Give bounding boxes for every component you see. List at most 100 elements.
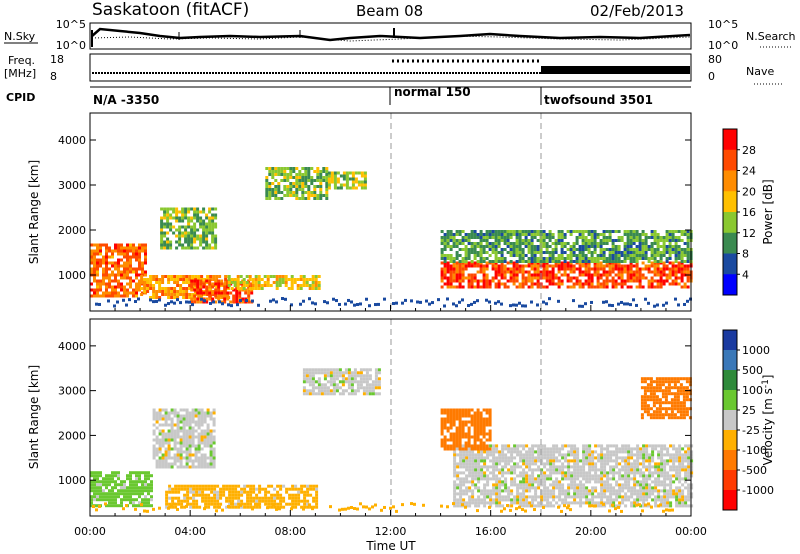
power-cell [650, 245, 654, 248]
power-cell [512, 245, 516, 248]
velocity-cell [152, 447, 156, 451]
power-cell [509, 242, 513, 245]
power-cell [473, 242, 477, 245]
velocity-cell [546, 468, 550, 472]
power-cell [464, 260, 468, 263]
power-cell [494, 233, 498, 236]
velocity-cell [344, 380, 348, 384]
power-cell [188, 278, 192, 281]
velocity-cell [576, 483, 580, 487]
velocity-cell [291, 505, 295, 509]
velocity-cell [570, 501, 574, 505]
velocity-cell [672, 462, 676, 466]
power-cell [458, 270, 462, 274]
power-cell [542, 300, 545, 304]
velocity-cell [531, 501, 535, 505]
velocity-cell [612, 474, 616, 478]
velocity-cell [486, 474, 490, 478]
power-cell [187, 216, 191, 220]
velocity-cell [102, 492, 105, 496]
power-cell [333, 183, 337, 187]
power-cell [175, 210, 179, 214]
velocity-cell [179, 444, 183, 448]
velocity-cell [258, 499, 262, 503]
power-cell [295, 197, 299, 200]
power-cell [93, 249, 96, 253]
power-cell [557, 299, 560, 303]
velocity-cell [182, 432, 186, 436]
power-cell [330, 177, 334, 181]
power-cell [629, 273, 633, 277]
velocity-cell [158, 423, 162, 427]
power-cell [193, 234, 197, 238]
power-cell [319, 185, 323, 188]
power-cell [602, 230, 606, 233]
velocity-cell [170, 408, 174, 412]
velocity-cell [648, 465, 652, 469]
velocity-cell [155, 447, 159, 451]
velocity-cell [203, 414, 207, 418]
power-cell [674, 279, 678, 283]
power-cell [545, 267, 549, 271]
velocity-cell [477, 477, 481, 481]
velocity-cell [471, 465, 475, 469]
power-cell [515, 270, 519, 274]
velocity-cell [636, 495, 640, 499]
velocity-cell [492, 450, 496, 454]
power-cell [187, 225, 191, 229]
velocity-cell [176, 414, 180, 418]
velocity-cell [636, 453, 640, 457]
velocity-cell [642, 459, 646, 463]
velocity-cell [446, 429, 450, 433]
power-cell [111, 249, 114, 253]
velocity-cell [249, 484, 253, 488]
velocity-cell [458, 411, 462, 415]
power-cell [581, 233, 585, 236]
velocity-cell [594, 468, 598, 472]
power-cell [566, 276, 570, 280]
velocity-cell [642, 462, 646, 466]
velocity-cell [567, 495, 571, 499]
power-cell [178, 225, 182, 229]
velocity-cell [678, 486, 682, 490]
velocity-cell [158, 444, 162, 448]
velocity-cell [206, 429, 210, 433]
power-cell [572, 251, 576, 254]
power-cell [120, 264, 123, 268]
velocity-cell [681, 465, 685, 469]
velocity-cell [108, 483, 111, 487]
power-cell [164, 275, 168, 278]
velocity-cell [158, 414, 162, 418]
velocity-cell [537, 447, 541, 451]
velocity-cell [645, 474, 649, 478]
power-cell [187, 240, 191, 244]
power-cell [248, 278, 252, 281]
velocity-cell [182, 423, 186, 427]
power-cell [515, 273, 519, 277]
power-cell [542, 260, 546, 263]
power-cell [443, 233, 447, 236]
velocity-cell [558, 489, 562, 493]
velocity-cell [636, 459, 640, 463]
power-cell [494, 254, 498, 257]
power-cell [160, 243, 164, 247]
power-cell [152, 296, 156, 299]
velocity-cell [552, 498, 556, 502]
velocity-cell [594, 465, 598, 469]
velocity-cell [222, 484, 226, 488]
power-cell [602, 251, 606, 254]
velocity-cell [495, 477, 499, 481]
power-cell [283, 179, 287, 182]
velocity-cell [452, 417, 456, 421]
velocity-cell [276, 496, 280, 500]
power-cell [202, 219, 206, 223]
velocity-cell [585, 501, 589, 505]
velocity-cell [249, 487, 253, 491]
velocity-cell [374, 386, 378, 390]
power-cell [680, 276, 684, 280]
power-cell [485, 239, 489, 242]
velocity-cell [189, 487, 193, 491]
power-cell [135, 246, 138, 250]
power-cell [497, 279, 501, 283]
